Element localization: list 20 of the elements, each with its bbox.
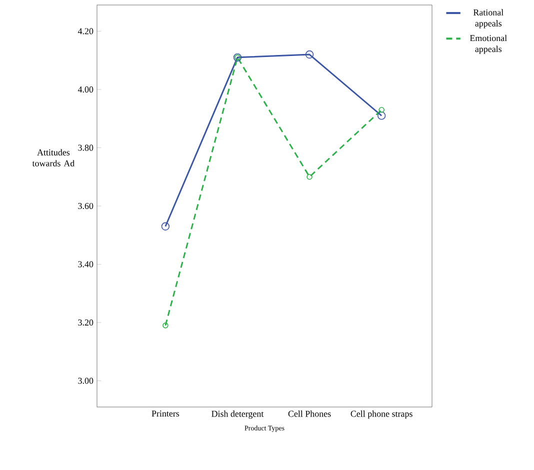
y-tick-label: 4.00	[78, 86, 94, 93]
legend-label: Emotional appeals	[470, 34, 507, 54]
y-tick-label: 3.00	[78, 378, 94, 384]
legend-label: Rational appeals	[473, 9, 504, 28]
y-tick-label: 3.60	[78, 202, 94, 210]
x-tick-label: Printers	[152, 410, 180, 417]
x-tick-label: Cell Phones	[288, 410, 331, 417]
point	[306, 174, 312, 180]
y-tick-label: 3.40	[78, 261, 94, 268]
point	[162, 322, 168, 328]
point	[377, 112, 386, 120]
point	[305, 50, 314, 59]
y-tick-label: 3.80	[78, 144, 94, 151]
point	[378, 106, 384, 113]
point	[161, 222, 170, 230]
x-tick-label: Cell phone straps	[350, 410, 412, 419]
y-axis-title: Attitudes towards Ad	[32, 149, 75, 166]
y-tick-label: 3.20	[78, 319, 94, 326]
x-tick-label: Dish detergent	[212, 410, 264, 419]
y-tick-label: 4.20	[78, 28, 94, 34]
